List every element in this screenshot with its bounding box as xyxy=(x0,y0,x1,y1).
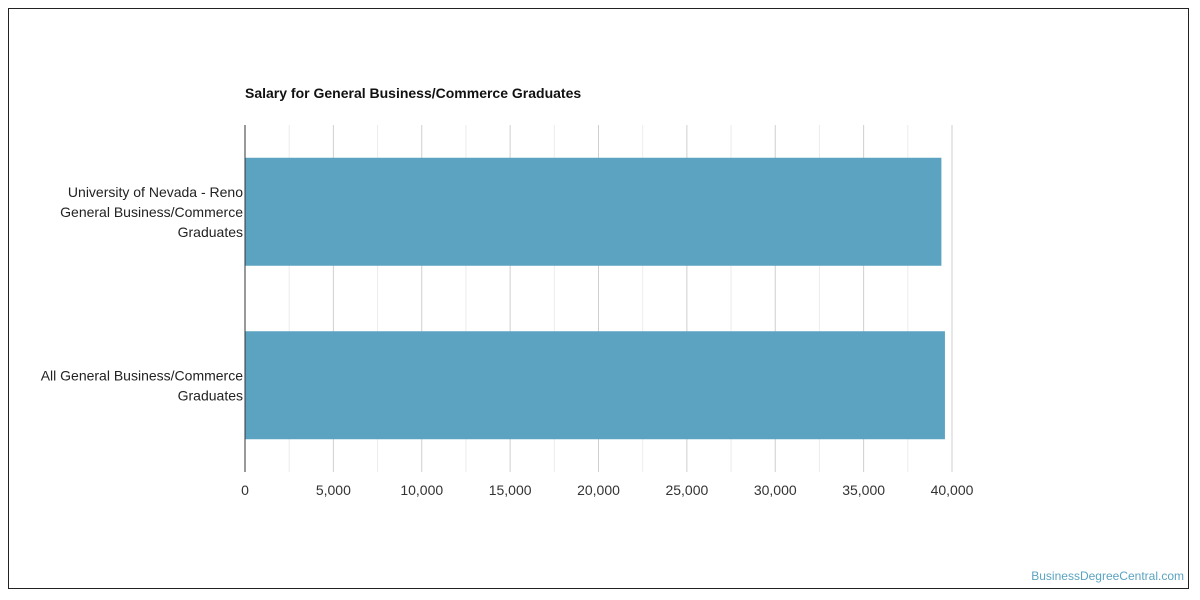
x-tick-label: 15,000 xyxy=(489,482,532,498)
x-tick-label: 35,000 xyxy=(842,482,885,498)
x-tick-label: 5,000 xyxy=(316,482,351,498)
chart-title: Salary for General Business/Commerce Gra… xyxy=(245,85,582,101)
bars xyxy=(245,157,945,440)
x-tick-label: 10,000 xyxy=(400,482,443,498)
watermark: BusinessDegreeCentral.com xyxy=(1031,569,1184,583)
bar-2 xyxy=(245,331,945,440)
x-tick-label: 25,000 xyxy=(665,482,708,498)
category-label-2: All General Business/Commerce Graduates xyxy=(41,367,244,403)
x-tick-label: 30,000 xyxy=(754,482,797,498)
bar-1 xyxy=(245,157,942,266)
category-labels: University of Nevada - Reno General Busin… xyxy=(41,184,244,404)
x-tick-label: 0 xyxy=(241,482,249,498)
x-tick-label: 20,000 xyxy=(577,482,620,498)
x-tick-label: 40,000 xyxy=(931,482,974,498)
x-tick-labels: 0 5,000 10,000 15,000 20,000 25,000 30,000 35,0… xyxy=(241,482,974,498)
category-label-1: University of Nevada - Reno General Busin… xyxy=(60,184,243,240)
